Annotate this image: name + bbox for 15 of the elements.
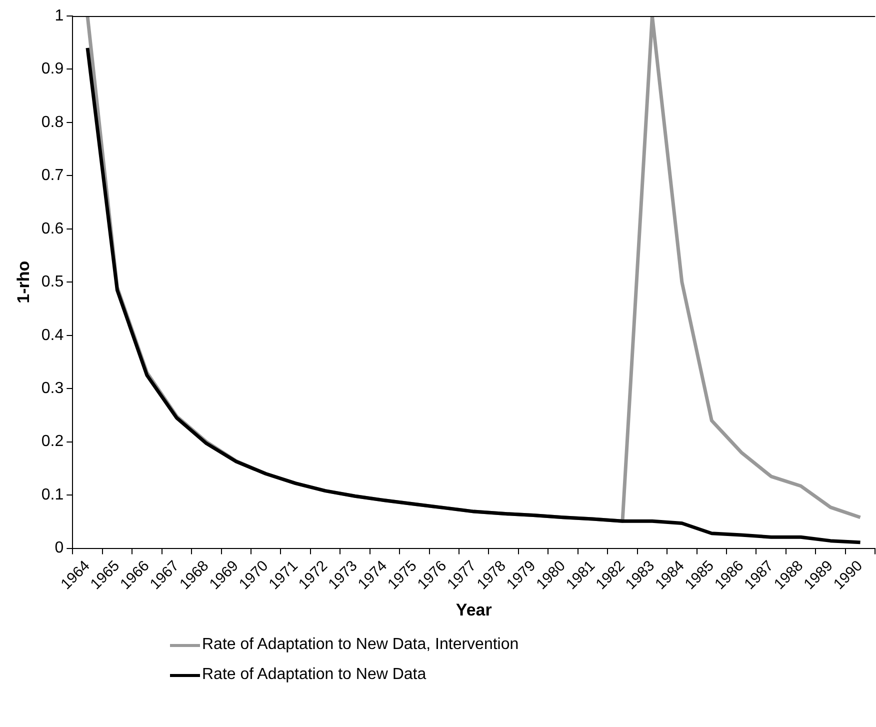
y-tick-label: 0.3 xyxy=(41,380,64,397)
y-axis-title: 1-rho xyxy=(14,260,33,304)
y-tick-label: 0.2 xyxy=(41,433,64,450)
legend-label: Rate of Adaptation to New Data xyxy=(202,666,426,684)
y-tick-label: 0 xyxy=(54,540,64,557)
y-tick-label: 0.8 xyxy=(41,114,64,131)
y-tick-label: 0.7 xyxy=(41,167,64,184)
y-tick-label: 0.4 xyxy=(41,326,64,344)
y-tick-label: 0.1 xyxy=(41,486,64,504)
y-tick-label: 0.9 xyxy=(41,60,64,78)
y-tick-label: 0.5 xyxy=(41,274,64,291)
y-tick-label: 1 xyxy=(54,7,64,24)
x-axis-title: Year xyxy=(456,600,492,620)
legend-label: Rate of Adaptation to New Data, Intervention xyxy=(202,636,519,654)
y-tick-label: 0.6 xyxy=(41,220,64,238)
